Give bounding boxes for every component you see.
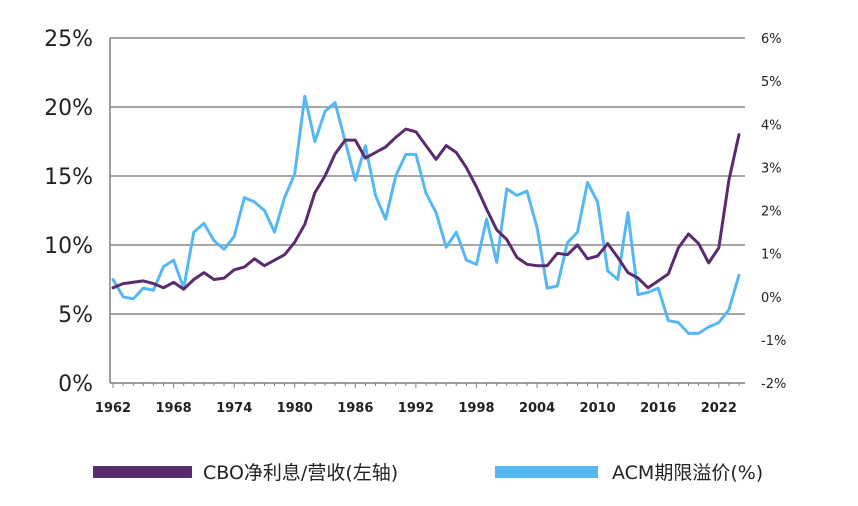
right-tick-label: -2% (761, 377, 786, 392)
left-tick-label: 10% (44, 234, 93, 259)
right-tick-label: 2% (761, 205, 782, 220)
series-lines (111, 94, 741, 335)
left-tick-label: 0% (58, 372, 93, 397)
legend-label: CBO净利息/营收(左轴) (203, 462, 398, 484)
right-tick-label: 1% (761, 248, 782, 263)
left-tick-label: 15% (44, 165, 93, 190)
right-tick-label: 3% (761, 161, 782, 176)
x-tick-label: 2010 (580, 401, 616, 416)
right-axis-ticks: -2% -1% 0% 1% 2% 3% 4% 5% 6% (761, 32, 786, 392)
x-tick-label: 1992 (398, 401, 434, 416)
right-tick-label: 5% (761, 75, 782, 90)
right-tick-label: 0% (761, 291, 782, 306)
left-tick-label: 20% (44, 96, 93, 121)
x-tick-label: 1998 (458, 401, 494, 416)
right-tick-label: 4% (761, 118, 782, 133)
series-line-right (111, 94, 741, 335)
legend-label: ACM期限溢价(%) (612, 462, 763, 484)
x-tick-label: 1986 (337, 401, 373, 416)
x-tick-label: 2004 (519, 401, 555, 416)
x-tick-label: 2016 (640, 401, 676, 416)
series-line-left (111, 127, 741, 291)
x-tick-label: 1980 (277, 401, 313, 416)
axes (109, 38, 745, 388)
x-tick-label: 1962 (95, 401, 131, 416)
left-axis-ticks: 0% 5% 10% 15% 20% 25% (44, 27, 93, 397)
legend: CBO净利息/营收(左轴) ACM期限溢价(%) (93, 462, 763, 484)
x-tick-label: 2022 (701, 401, 737, 416)
left-tick-label: 5% (58, 303, 93, 328)
right-tick-label: -1% (761, 334, 786, 349)
x-tick-label: 1968 (155, 401, 191, 416)
gridlines (110, 37, 745, 315)
left-tick-label: 25% (44, 27, 93, 52)
x-tick-label: 1974 (216, 401, 252, 416)
right-tick-label: 6% (761, 32, 782, 47)
x-axis-ticks: 1962 1968 1974 1980 1986 1992 1998 2004 2010 2016… (95, 401, 737, 416)
